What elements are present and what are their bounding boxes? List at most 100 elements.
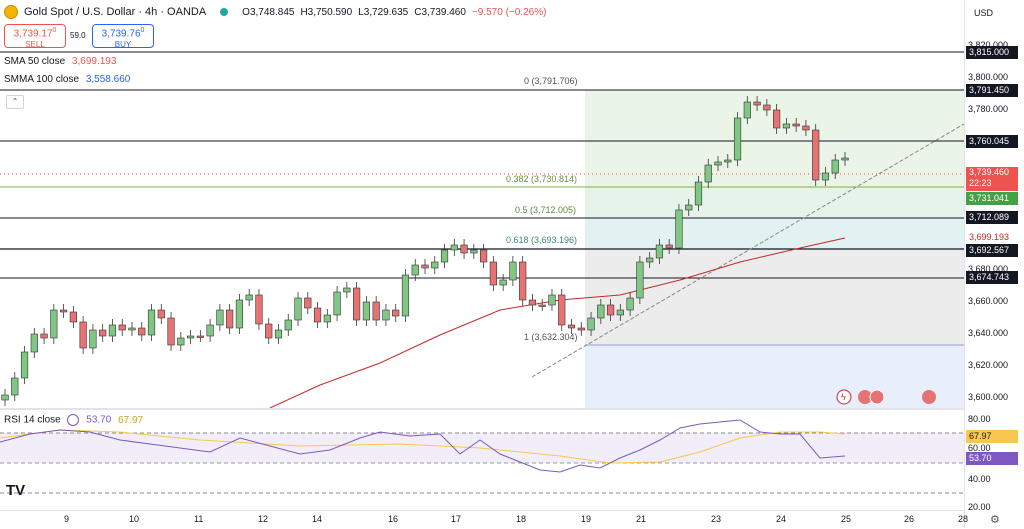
sell-button[interactable]: 3,739.170 SELL: [4, 24, 66, 50]
candle: [255, 294, 263, 325]
fib-zone-grey: [585, 249, 964, 345]
time-tick: 17: [451, 514, 462, 524]
candle: [470, 249, 478, 254]
candle: [79, 321, 87, 349]
candle: [401, 274, 410, 317]
candle: [226, 309, 234, 329]
candle: [216, 309, 224, 326]
candle: [431, 261, 439, 269]
candle: [372, 301, 380, 321]
fib-zone-top: [585, 90, 964, 187]
candle: [724, 159, 732, 163]
candle: [147, 309, 156, 336]
candle: [118, 324, 126, 331]
price-tick: 3,640.000: [968, 328, 1009, 338]
candle: [323, 314, 331, 323]
candle: [99, 329, 107, 337]
candle: [802, 125, 810, 131]
candle: [499, 279, 507, 286]
rsi-chart[interactable]: [0, 410, 964, 508]
flash-event-icon: [836, 389, 852, 405]
buy-price: 3,739.76: [101, 28, 141, 40]
candle: [284, 319, 292, 331]
time-axis[interactable]: [0, 510, 964, 529]
tradingview-logo[interactable]: TV: [6, 482, 26, 499]
rsi-tick-60: 60.00: [968, 443, 991, 453]
smma100-value: 3,558.660: [85, 74, 131, 85]
rsi-settings-icon[interactable]: [67, 414, 80, 426]
candle: [69, 311, 77, 323]
candle: [831, 159, 839, 174]
smma100-legend[interactable]: SMMA 100 close 3,558.660: [4, 74, 130, 85]
time-tick: 18: [516, 514, 527, 524]
rsi-tick-20: 20.00: [968, 502, 991, 512]
rsi-label: RSI 14 close: [4, 414, 61, 426]
fib-label-1: 1 (3,632.304): [524, 332, 578, 342]
current-price-value: 3,739.460: [969, 167, 1010, 177]
us-flag-icon: [858, 390, 872, 404]
price-tick: 3,820.000: [968, 40, 1009, 50]
bar-countdown: 22:23: [969, 178, 992, 188]
price-tick: 3,660.000: [968, 296, 1009, 306]
candle: [626, 297, 634, 311]
rsi-value: 53.70: [86, 414, 112, 426]
currency-label[interactable]: USD: [974, 8, 994, 18]
candle: [89, 329, 97, 349]
us-flag-icon-3: [922, 390, 936, 404]
rsi-tick-80: 80.00: [968, 414, 991, 424]
candle: [235, 299, 244, 329]
candle: [108, 324, 117, 337]
candle: [440, 249, 449, 263]
candle: [460, 244, 468, 254]
candle: [343, 287, 351, 293]
collapse-legend-button[interactable]: ⌃: [6, 95, 24, 109]
candle: [577, 327, 585, 331]
candle: [157, 309, 165, 319]
ohlc-high: H3,750.590: [300, 6, 353, 18]
candle: [646, 257, 654, 263]
sma50-legend[interactable]: SMA 50 close 3,699.193: [4, 56, 116, 67]
candle: [538, 304, 546, 307]
candle: [753, 101, 761, 106]
candle: [480, 249, 488, 263]
time-tick: 23: [711, 514, 722, 524]
candle: [636, 261, 644, 299]
svg-text:ϟ: ϟ: [841, 392, 846, 402]
settings-gear-icon[interactable]: ⚙: [990, 514, 1000, 526]
candles: [1, 96, 849, 406]
candle: [675, 209, 683, 249]
time-tick: 14: [312, 514, 323, 524]
sell-price: 3,739.17: [13, 28, 53, 40]
buy-button[interactable]: 3,739.760 BUY: [92, 24, 154, 49]
tag-3815: 3,815.000: [966, 46, 1018, 59]
candle: [30, 333, 38, 353]
symbol-title[interactable]: Gold Spot / U.S. Dollar · 4h · OANDA: [24, 6, 207, 18]
candle: [196, 335, 204, 338]
candle: [128, 327, 136, 331]
candle: [685, 204, 693, 211]
fib-zone-mid: [585, 187, 964, 218]
buy-price-sup: 0: [140, 27, 145, 34]
rsi-ma-line: [0, 429, 846, 464]
rsi-legend[interactable]: RSI 14 close 53.70 67.97: [4, 414, 143, 426]
us-flag-icon-2: [869, 389, 885, 405]
candle: [782, 123, 790, 129]
sma50-value: 3,699.193: [71, 56, 117, 67]
symbol-header: Gold Spot / U.S. Dollar · 4h · OANDA O3,…: [4, 5, 546, 19]
candle: [304, 297, 312, 309]
sell-label: SELL: [25, 40, 45, 50]
pane-separator[interactable]: [0, 408, 964, 410]
price-chart[interactable]: ϟ: [0, 0, 964, 408]
sma50-label: SMA 50 close: [4, 56, 66, 67]
candle: [694, 181, 703, 206]
candle: [40, 333, 48, 339]
candle: [50, 309, 58, 339]
rsi-ma-value: 67.97: [118, 414, 144, 426]
price-tick: 3,620.000: [968, 360, 1009, 370]
candle: [841, 157, 849, 161]
time-tick: 16: [388, 514, 399, 524]
time-tick: 10: [129, 514, 140, 524]
candle: [792, 123, 800, 127]
price-tick: 3,800.000: [968, 72, 1009, 82]
market-status-icon: [220, 8, 229, 16]
